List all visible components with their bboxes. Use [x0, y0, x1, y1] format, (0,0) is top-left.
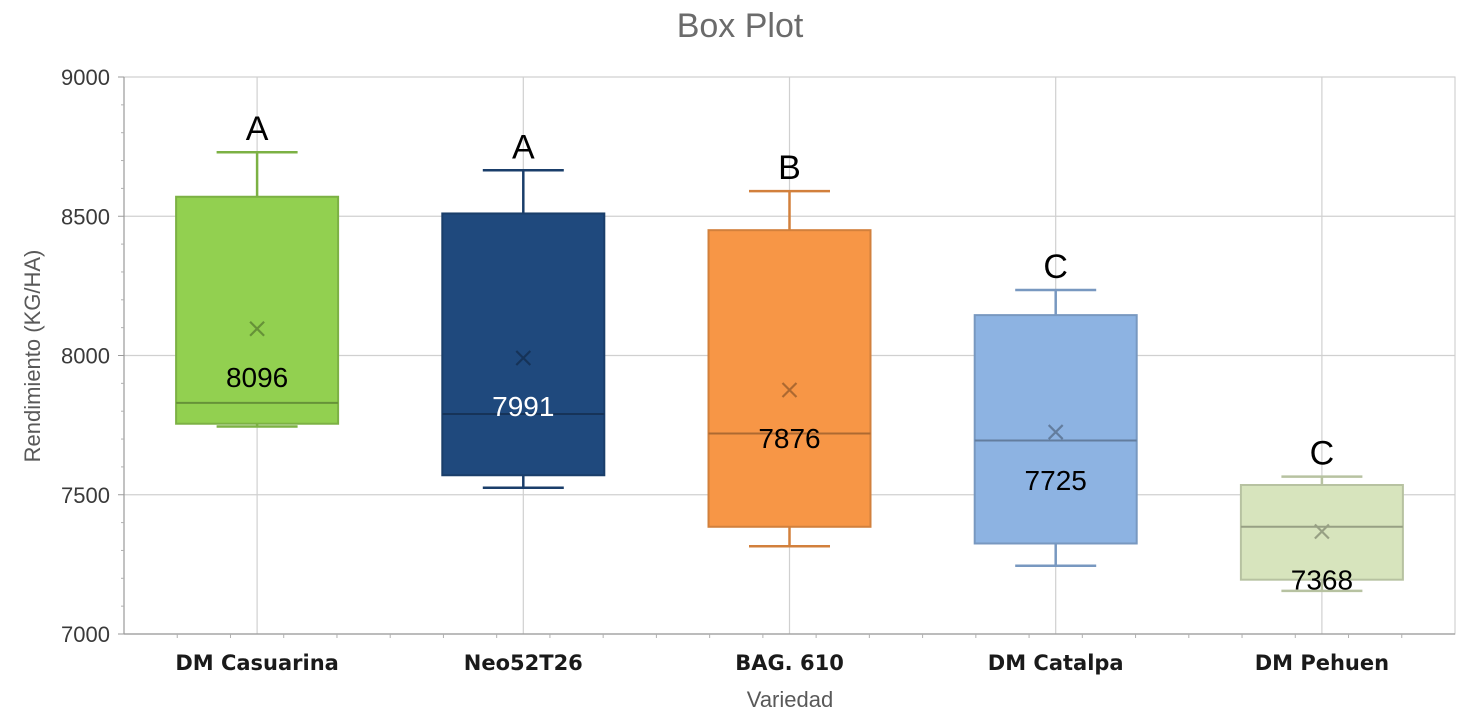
x-axis-title: Variedad: [747, 687, 833, 712]
group-letter: C: [1043, 248, 1068, 286]
y-tick-label: 7000: [61, 622, 110, 647]
y-axis: 7000 7500 8000 8500 9000: [61, 65, 125, 647]
x-tick-label: BAG. 610: [735, 651, 844, 675]
group-letter: A: [512, 128, 535, 166]
box-neo52t26: 7991 A: [441, 128, 606, 490]
box-bag-610: 7876 B: [707, 149, 872, 548]
group-letter: B: [778, 149, 801, 187]
iqr-box: [973, 314, 1138, 545]
mean-marker: [781, 382, 798, 398]
y-axis-title: Rendimiento (KG/HA): [20, 250, 45, 463]
y-tick-label: 9000: [61, 65, 110, 90]
mean-marker: [515, 350, 532, 366]
iqr-box: [441, 212, 606, 477]
x-axis: DM Casuarina Neo52T26 BAG. 610 DM Catalpa DM…: [124, 633, 1455, 675]
x-tick-label: DM Catalpa: [988, 651, 1124, 675]
mean-marker: [1314, 523, 1330, 540]
mean-label: 7725: [1025, 465, 1087, 496]
x-tick-label: DM Pehuen: [1255, 651, 1389, 675]
boxes-layer: 8096 A 7991 A 7876 B 7725 C 7368 C: [175, 110, 1404, 596]
group-letter: A: [246, 110, 269, 148]
mean-marker: [249, 320, 265, 337]
mean-label: 7991: [492, 391, 554, 422]
y-tick-label: 7500: [61, 483, 110, 508]
y-tick-label: 8500: [61, 204, 110, 229]
iqr-box: [707, 229, 872, 528]
mean-label: 7368: [1291, 565, 1353, 596]
mean-label: 8096: [226, 362, 288, 393]
chart-title: Box Plot: [677, 7, 804, 45]
box-dm-pehuen: 7368 C: [1239, 435, 1404, 596]
mean-marker: [1047, 424, 1064, 440]
x-tick-label: Neo52T26: [464, 651, 583, 675]
y-tick-label: 8000: [61, 344, 110, 369]
box-dm-catalpa: 7725 C: [973, 248, 1138, 568]
mean-label: 7876: [758, 423, 820, 454]
group-letter: C: [1310, 435, 1335, 473]
x-tick-label: DM Casuarina: [175, 651, 339, 675]
iqr-box: [175, 195, 340, 425]
box-dm-casuarina: 8096 A: [175, 110, 340, 428]
